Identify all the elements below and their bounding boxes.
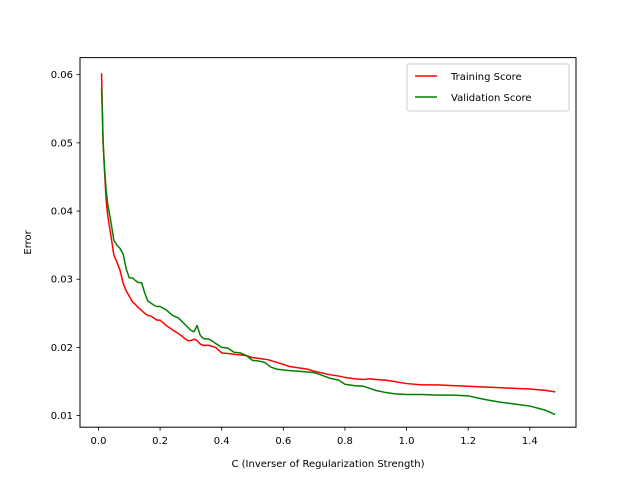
x-tick-label: 1.2 [460, 436, 476, 447]
series-line-training [100, 73, 556, 393]
y-tick-label: 0.04 [51, 207, 73, 218]
y-axis-label: Error [23, 229, 34, 254]
y-axis: 0.01 0.02 0.03 0.04 0.05 0.06 [51, 70, 80, 422]
y-tick-label: 0.01 [51, 411, 73, 422]
x-tick-label: 0.2 [152, 436, 168, 447]
x-axis: 0.0 0.2 0.4 0.6 0.8 1.0 1.2 1.4 [91, 427, 538, 447]
legend-label-validation: Validation Score [451, 93, 532, 104]
x-tick-label: 0.0 [91, 436, 107, 447]
axes-frame [79, 57, 577, 428]
x-tick-label: 0.8 [337, 436, 353, 447]
y-tick-label: 0.05 [51, 138, 73, 149]
x-axis-label: C (Inverser of Regularization Strength) [231, 459, 424, 470]
x-tick-label: 0.4 [214, 436, 230, 447]
legend-label-training: Training Score [450, 72, 522, 83]
x-tick-label: 1.4 [522, 436, 538, 447]
plot-area [100, 73, 556, 416]
y-tick-label: 0.06 [51, 70, 73, 81]
y-tick-label: 0.03 [51, 275, 73, 286]
legend-box [406, 63, 570, 112]
series-line-validation [100, 87, 556, 416]
x-tick-label: 1.0 [399, 436, 415, 447]
x-tick-label: 0.6 [275, 436, 291, 447]
legend: Training Score Validation Score [406, 63, 570, 112]
y-tick-label: 0.02 [51, 343, 73, 354]
